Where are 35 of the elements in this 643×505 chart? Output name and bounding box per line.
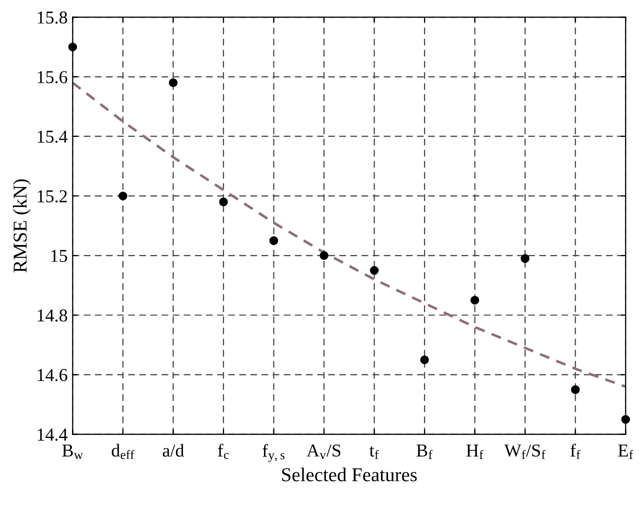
x-tick-label: H$_{f}$ — [466, 444, 484, 459]
x-axis-title: Selected Features — [282, 468, 417, 482]
point — [269, 236, 278, 245]
x-tick-label: d$_{eff}$ — [112, 444, 134, 460]
y-tick-label: 14.8 — [38, 309, 68, 322]
line-series — [72, 81, 626, 388]
point — [420, 355, 429, 364]
x-tick-label: A$_{v}$/S — [306, 444, 340, 460]
point — [118, 192, 128, 200]
y-tick-label: 15.8 — [38, 11, 68, 24]
point — [219, 198, 228, 206]
y-tick-label: 15.2 — [38, 190, 67, 202]
point — [520, 254, 530, 263]
y-tick-label: 15.4 — [38, 130, 68, 143]
x-tick-label: a/d — [162, 444, 184, 457]
point — [470, 296, 480, 305]
point — [68, 42, 78, 52]
point — [370, 266, 379, 275]
y-tick-label: 14.6 — [38, 369, 68, 382]
y-tick-label: 14.4 — [38, 428, 68, 441]
x-tick-label: B$_{f}$ — [416, 444, 432, 459]
y-axis-title: RMSE (kN) — [13, 179, 31, 272]
x-tick-label: E$_{f}$ — [618, 444, 634, 459]
x-tick-label: B$_{w}$ — [62, 444, 83, 460]
x-tick-label: t$_{f}$ — [369, 446, 379, 459]
x-tick-label: f$_{c}$ — [218, 444, 229, 460]
y-tick-label: 15.6 — [38, 71, 68, 84]
x-tick-label: f$_{y,s}$ — [262, 444, 285, 462]
y-tick-label: 15 — [51, 250, 68, 262]
point — [168, 78, 178, 88]
point — [320, 251, 328, 260]
point — [571, 385, 580, 394]
x-tick-label: W$_{f}$/S$_{f}$ — [504, 444, 546, 459]
x-tick-label: f$_{f}$ — [570, 444, 580, 459]
point — [621, 415, 630, 424]
